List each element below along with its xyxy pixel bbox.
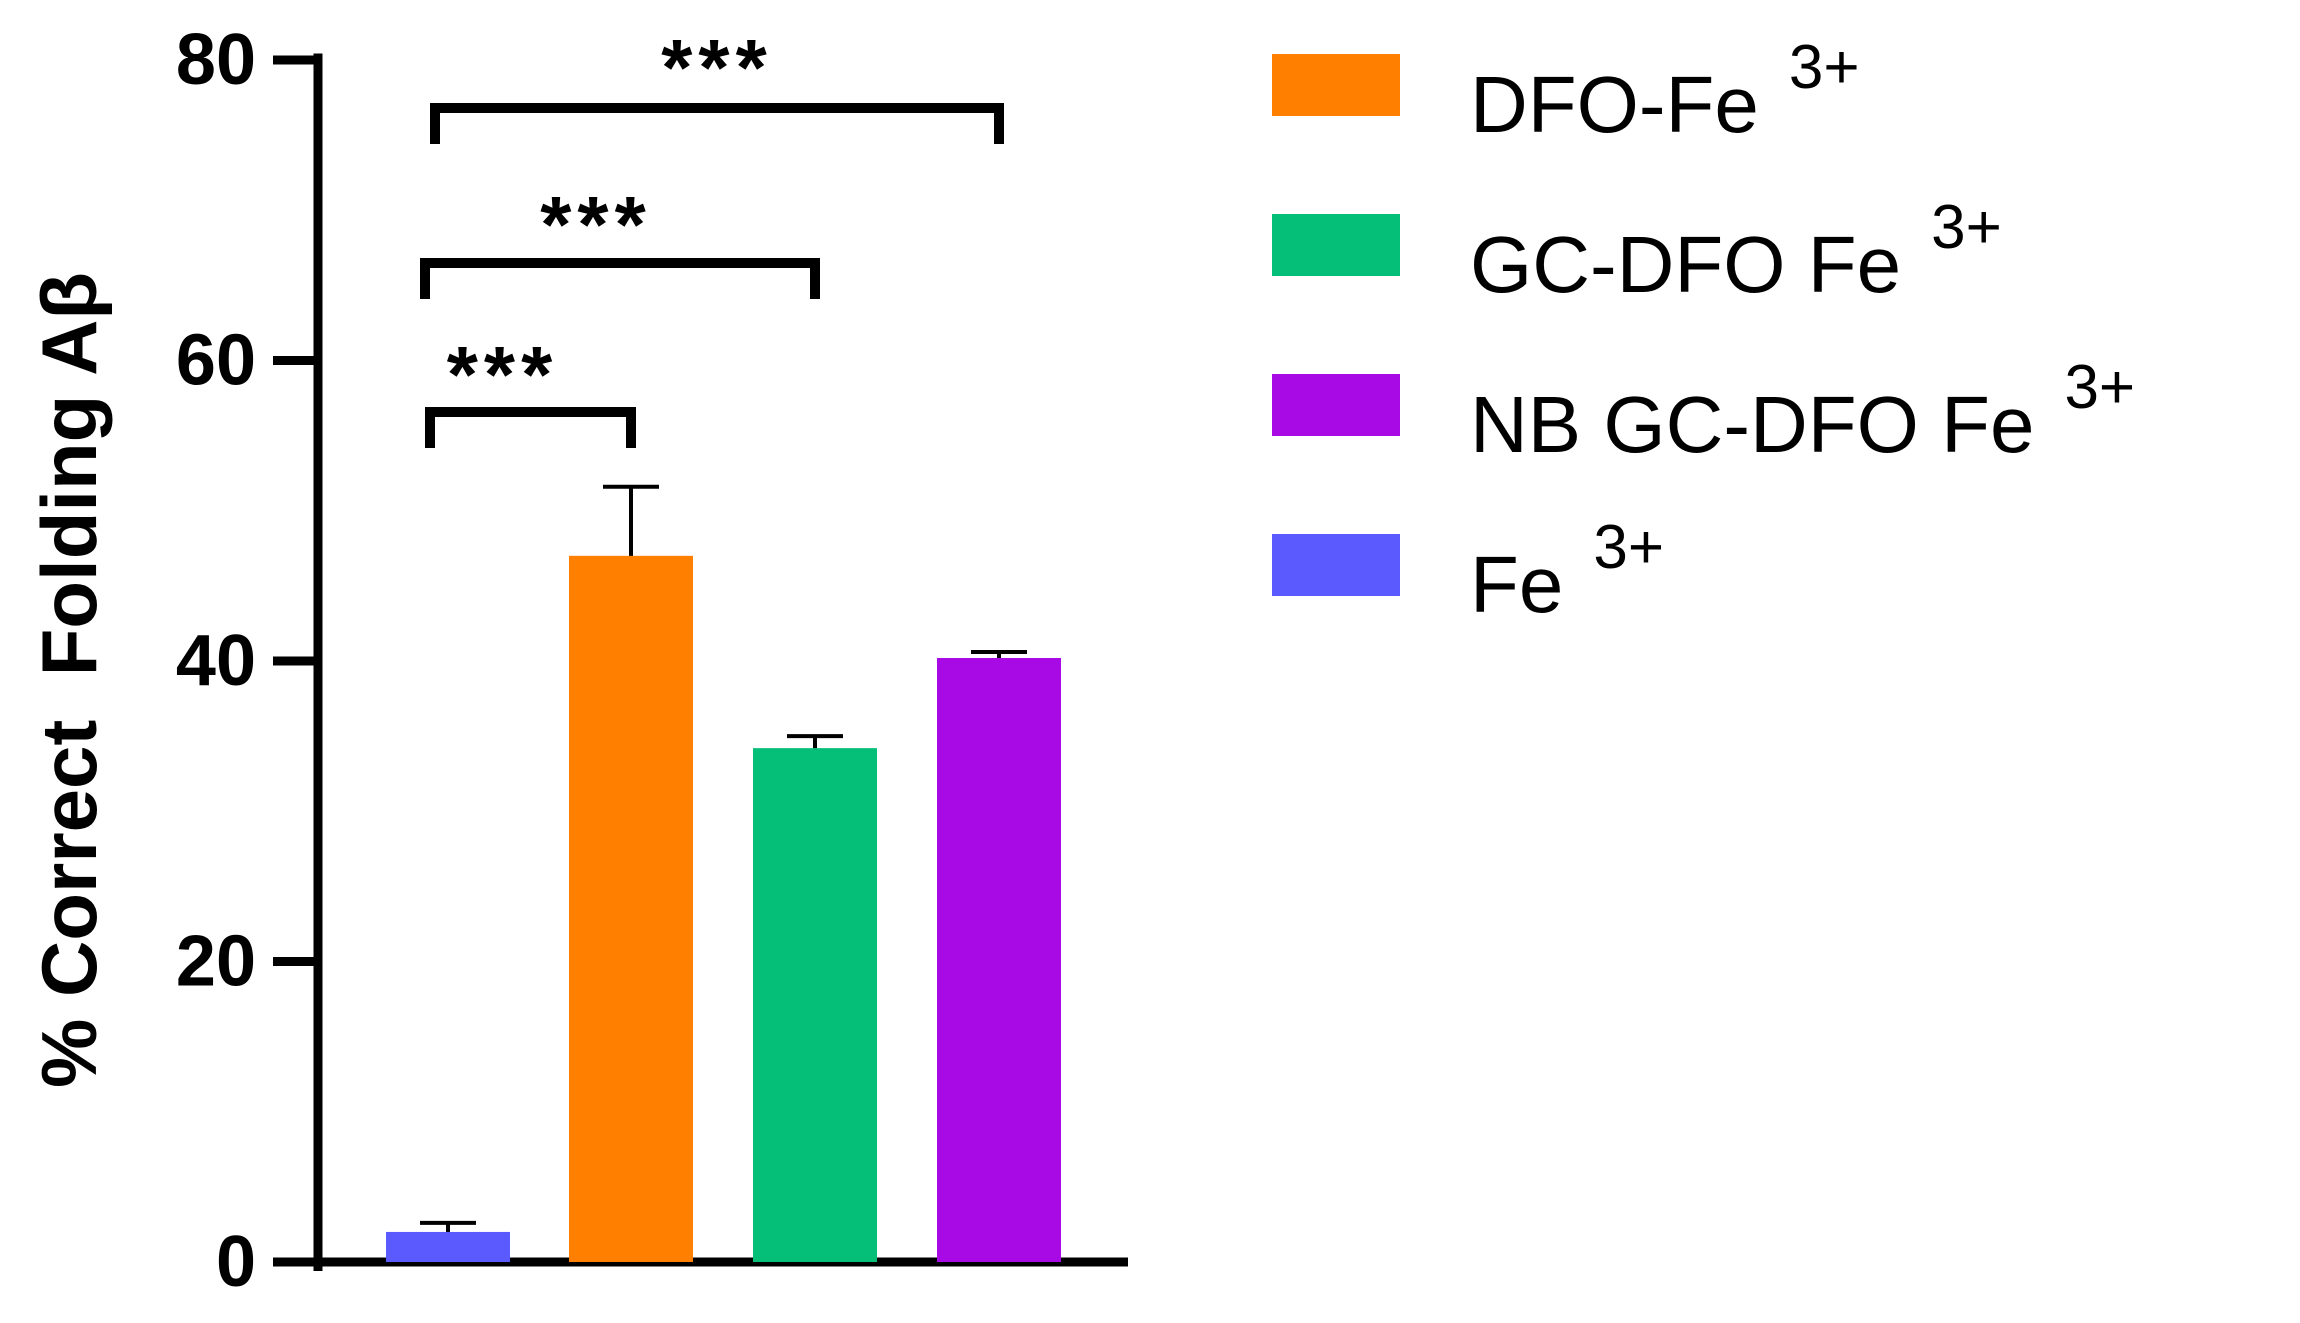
significance-bracket-0 <box>425 407 636 448</box>
legend-label-3: Fe <box>1470 540 1563 629</box>
legend-label-1: GC-DFO Fe <box>1470 220 1901 309</box>
y-tick-label-4: 80 <box>176 20 256 100</box>
legend-label-2: NB GC-DFO Fe <box>1470 380 2034 469</box>
legend-superscript-0: 3+ <box>1789 33 1860 102</box>
y-axis-label: % Correct Folding Aβ <box>25 272 113 1088</box>
significance-label-1: *** <box>540 180 651 269</box>
legend-superscript-3: 3+ <box>1593 513 1664 582</box>
y-tick-label-0: 0 <box>216 1222 256 1302</box>
legend-superscript-1: 3+ <box>1931 193 2002 262</box>
legend-swatch-3 <box>1272 534 1400 596</box>
significance-bracket-2 <box>430 103 1004 144</box>
y-tick-label-1: 20 <box>176 922 256 1002</box>
y-tick-label-3: 60 <box>176 321 256 401</box>
legend-swatch-0 <box>1272 54 1400 116</box>
legend: DFO-Fe 3+ GC-DFO Fe 3+ NB GC-DFO Fe 3+ Fe 3+ <box>1272 33 2135 629</box>
bar-3 <box>937 657 1061 1262</box>
bar-1 <box>569 555 693 1262</box>
significance-label-2: *** <box>661 23 772 112</box>
y-tick-label-2: 40 <box>176 621 256 701</box>
bar-2 <box>753 748 877 1262</box>
bar-0 <box>386 1231 510 1262</box>
legend-label-0: DFO-Fe <box>1470 60 1759 149</box>
significance-bracket-1 <box>420 258 820 299</box>
significance-brackets: ********* <box>420 23 1004 448</box>
bars <box>386 484 1061 1262</box>
legend-swatch-1 <box>1272 214 1400 276</box>
significance-label-0: *** <box>447 330 558 419</box>
legend-swatch-2 <box>1272 374 1400 436</box>
legend-superscript-2: 3+ <box>2064 353 2135 422</box>
axes: 0 20 40 60 80 % Correct Folding Aβ <box>25 20 1128 1302</box>
